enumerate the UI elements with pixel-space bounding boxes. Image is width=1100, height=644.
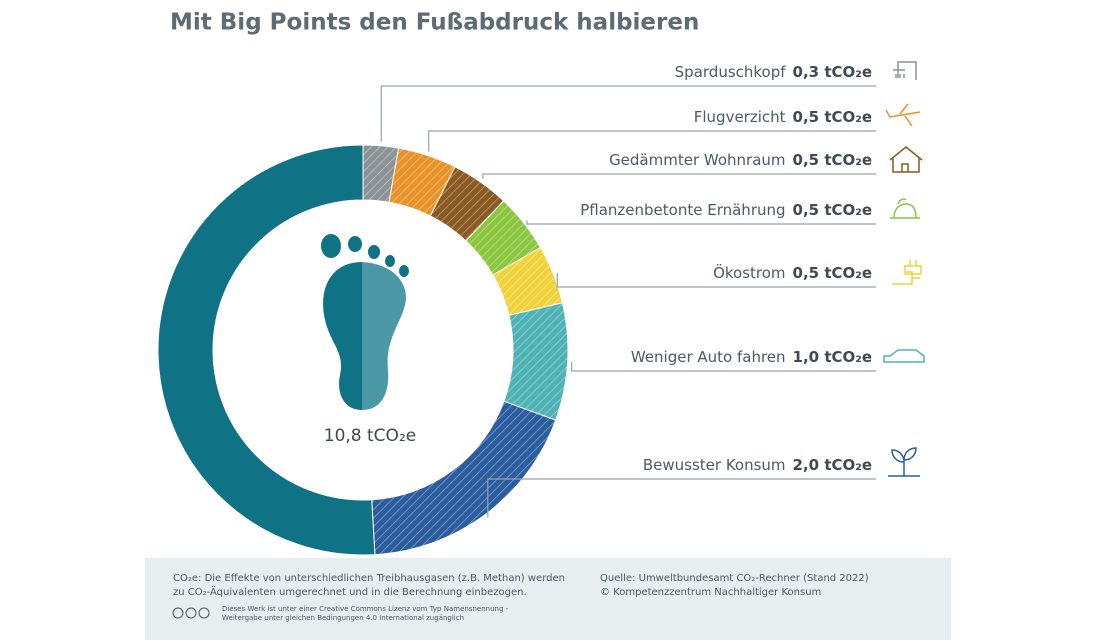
category-label: Flugverzicht xyxy=(694,108,786,126)
shower-icon xyxy=(893,61,917,80)
donut xyxy=(157,144,569,556)
value-label: 2,0 tCO₂e xyxy=(793,456,872,474)
value-label: 0,3 tCO₂e xyxy=(793,63,872,81)
license: Dieses Werk ist unter einer Creative Com… xyxy=(222,605,509,613)
license: Weitergabe unter gleichen Bedingungen 4.… xyxy=(222,614,464,622)
food-icon xyxy=(890,198,920,219)
category-label: Ökostrom xyxy=(713,263,785,282)
segment-label: Bewusster Konsum 2,0 tCO₂e xyxy=(643,456,872,474)
leader-line xyxy=(526,220,876,225)
center-label: 10,8 tCO₂e xyxy=(324,426,416,446)
value-label: 0,5 tCO₂e xyxy=(793,201,872,219)
car-icon xyxy=(883,349,925,363)
value-label: 0,5 tCO₂e xyxy=(793,108,872,126)
segment-label: Sparduschkopf 0,3 tCO₂e xyxy=(675,63,872,81)
donut-segment xyxy=(157,144,376,556)
plane-icon xyxy=(885,103,921,127)
segment-label: Gedämmter Wohnraum 0,5 tCO₂e xyxy=(609,151,872,169)
segment-label: Pflanzenbetonte Ernährung 0,5 tCO₂e xyxy=(580,201,872,219)
chart-title: Mit Big Points den Fußabdruck halbieren xyxy=(170,10,699,36)
category-label: Pflanzenbetonte Ernährung xyxy=(580,201,785,219)
leader-line xyxy=(571,362,876,372)
segment-label: Weniger Auto fahren 1,0 tCO₂e xyxy=(631,348,872,366)
donut-segment xyxy=(503,302,569,421)
category-label: Gedämmter Wohnraum xyxy=(609,151,785,169)
leader-line xyxy=(482,173,876,179)
plant-icon xyxy=(888,447,920,477)
leader-line xyxy=(428,130,876,152)
value-label: 0,5 tCO₂e xyxy=(793,264,872,282)
source: © Kompetenzzentrum Nachhaltiger Konsum xyxy=(600,587,821,598)
footer-box xyxy=(145,558,951,640)
category-label: Sparduschkopf xyxy=(675,63,787,81)
footnote: CO₂e: Die Effekte von unterschiedlichen … xyxy=(173,573,565,584)
category-label: Bewusster Konsum xyxy=(643,456,786,474)
segment-label: Ökostrom 0,5 tCO₂e xyxy=(713,263,872,282)
value-label: 0,5 tCO₂e xyxy=(793,151,872,169)
leader-line xyxy=(380,85,876,142)
house-icon xyxy=(889,146,923,173)
cc-icon xyxy=(172,607,210,619)
segment-label: Flugverzicht 0,5 tCO₂e xyxy=(694,108,872,126)
value-label: 1,0 tCO₂e xyxy=(793,348,872,366)
source: Quelle: Umweltbundesamt CO₂-Rechner (Sta… xyxy=(600,573,869,584)
category-label: Weniger Auto fahren xyxy=(631,348,786,366)
leader-line xyxy=(556,272,876,288)
icons xyxy=(883,61,925,477)
footnote: zu CO₂-Äquivalenten umgerechnet und in d… xyxy=(173,585,527,598)
footprint-icon xyxy=(321,234,409,410)
leader-line xyxy=(487,478,876,518)
donut-segment xyxy=(371,400,557,556)
plug-icon xyxy=(892,260,922,285)
